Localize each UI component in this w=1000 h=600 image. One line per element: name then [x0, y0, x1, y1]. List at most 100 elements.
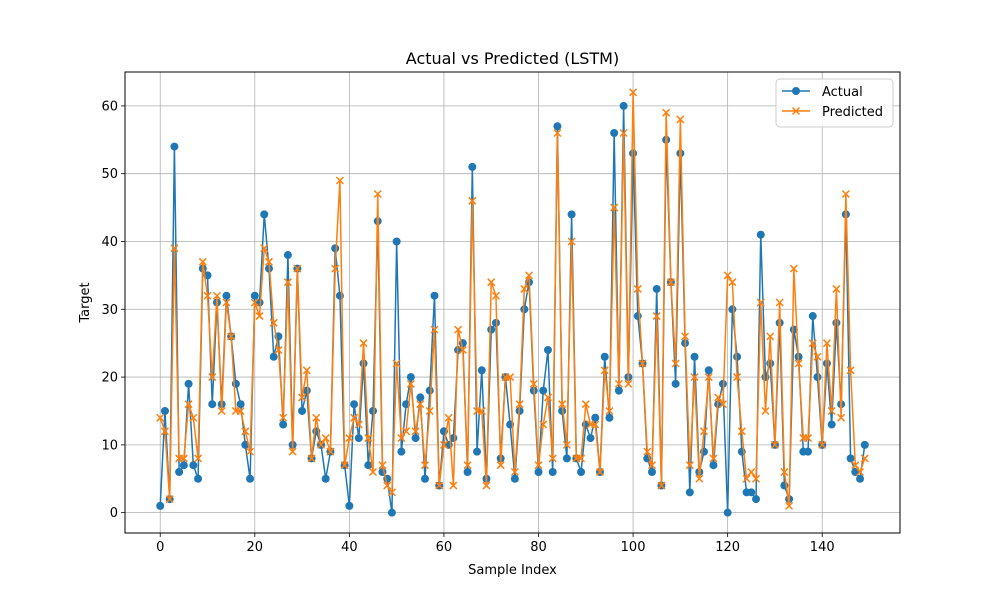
- y-tick-label: 50: [101, 167, 118, 182]
- data-point-predicted: [856, 467, 865, 477]
- data-point-predicted: [435, 481, 444, 490]
- data-point-predicted: [818, 440, 827, 449]
- ticks: 0 20 40 60 80 100 120 140 0 10 20 30 40 50 60: [101, 99, 834, 555]
- data-point-predicted: [742, 474, 751, 483]
- data-point-actual: [175, 467, 184, 476]
- x-tick-label: 20: [247, 540, 264, 555]
- data-point-predicted: [468, 196, 477, 205]
- data-point-predicted: [189, 413, 198, 422]
- data-point-actual: [567, 210, 576, 219]
- data-point-actual: [822, 359, 831, 368]
- data-point-actual: [520, 305, 529, 314]
- data-point-actual: [827, 420, 836, 429]
- data-point-actual: [558, 406, 567, 415]
- data-point-predicted: [837, 413, 846, 422]
- data-point-actual: [170, 142, 179, 151]
- data-point-actual: [586, 434, 595, 443]
- data-point-predicted: [250, 298, 259, 307]
- data-point-actual: [260, 210, 269, 219]
- chart-title: Actual vs Predicted (LSTM): [406, 49, 619, 68]
- data-point-predicted: [577, 454, 586, 463]
- data-point-actual: [392, 237, 401, 246]
- data-point-actual: [856, 474, 865, 483]
- data-point-actual: [553, 122, 562, 131]
- data-point-predicted: [510, 467, 519, 477]
- data-point-predicted: [194, 454, 203, 463]
- data-point-actual: [350, 400, 359, 409]
- data-point-predicted: [331, 264, 340, 273]
- data-point-actual: [723, 508, 732, 517]
- data-point-predicted: [184, 400, 193, 409]
- data-point-actual: [236, 400, 245, 409]
- data-point-predicted: [751, 474, 761, 483]
- data-point-predicted: [581, 400, 590, 409]
- data-point-predicted: [416, 400, 425, 409]
- data-point-predicted: [506, 373, 515, 382]
- data-point-predicted: [600, 366, 609, 375]
- data-point-predicted: [534, 461, 543, 470]
- data-point-actual: [463, 467, 472, 476]
- data-point-predicted: [633, 284, 642, 293]
- data-point-actual: [250, 291, 259, 300]
- data-point-predicted: [397, 434, 406, 443]
- data-point-predicted: [647, 461, 657, 470]
- data-point-predicted: [208, 373, 217, 382]
- data-point-predicted: [283, 278, 292, 287]
- plot-series: [156, 88, 869, 517]
- data-point-predicted: [619, 128, 628, 138]
- data-point-actual: [756, 230, 765, 239]
- data-point-actual: [614, 386, 623, 395]
- data-point-predicted: [789, 264, 798, 273]
- data-point-actual: [477, 366, 486, 375]
- series-predicted: [156, 88, 869, 510]
- data-point-actual: [671, 379, 680, 388]
- data-point-predicted: [246, 447, 255, 456]
- data-point-actual: [421, 474, 430, 483]
- data-point-predicted: [354, 420, 363, 429]
- data-point-predicted: [562, 440, 571, 449]
- data-point-actual: [728, 305, 737, 314]
- data-point-actual: [269, 352, 278, 361]
- data-point-predicted: [279, 413, 288, 422]
- data-point-predicted: [652, 312, 661, 321]
- data-point-predicted: [430, 325, 439, 334]
- data-point-actual: [619, 101, 628, 110]
- data-point-actual: [685, 488, 694, 497]
- data-point-predicted: [373, 189, 382, 199]
- data-point-predicted: [822, 339, 831, 348]
- data-point-predicted: [335, 176, 344, 185]
- data-point-predicted: [718, 400, 727, 409]
- data-point-predicted: [860, 454, 869, 463]
- data-point-predicted: [203, 291, 212, 300]
- data-point-predicted: [643, 447, 652, 456]
- data-point-predicted: [709, 454, 718, 463]
- data-point-predicted: [638, 359, 647, 368]
- x-tick-label: 60: [436, 540, 453, 555]
- data-point-predicted: [406, 379, 415, 388]
- data-point-predicted: [827, 406, 836, 416]
- data-point-predicted: [543, 393, 552, 402]
- data-point-actual: [766, 359, 775, 368]
- x-tick-label: 40: [341, 540, 358, 555]
- data-point-actual: [411, 434, 420, 443]
- data-point-predicted: [695, 474, 704, 483]
- data-point-actual: [208, 400, 217, 409]
- data-point-predicted: [803, 434, 813, 443]
- data-point-actual: [652, 284, 661, 293]
- data-point-predicted: [340, 461, 349, 470]
- data-point-actual: [846, 454, 855, 463]
- data-point-predicted: [477, 406, 486, 416]
- data-point-actual: [179, 461, 188, 470]
- data-point-actual: [468, 162, 477, 171]
- y-tick-label: 20: [101, 371, 118, 386]
- data-point-predicted: [444, 413, 453, 422]
- data-point-actual: [364, 461, 373, 470]
- data-point-predicted: [312, 413, 321, 422]
- y-tick-label: 0: [110, 506, 118, 521]
- data-point-predicted: [723, 271, 732, 280]
- data-point-predicted: [775, 298, 784, 307]
- y-tick-label: 40: [101, 235, 118, 250]
- data-point-predicted: [170, 244, 179, 253]
- data-point-actual: [591, 413, 600, 422]
- data-point-predicted: [482, 481, 491, 490]
